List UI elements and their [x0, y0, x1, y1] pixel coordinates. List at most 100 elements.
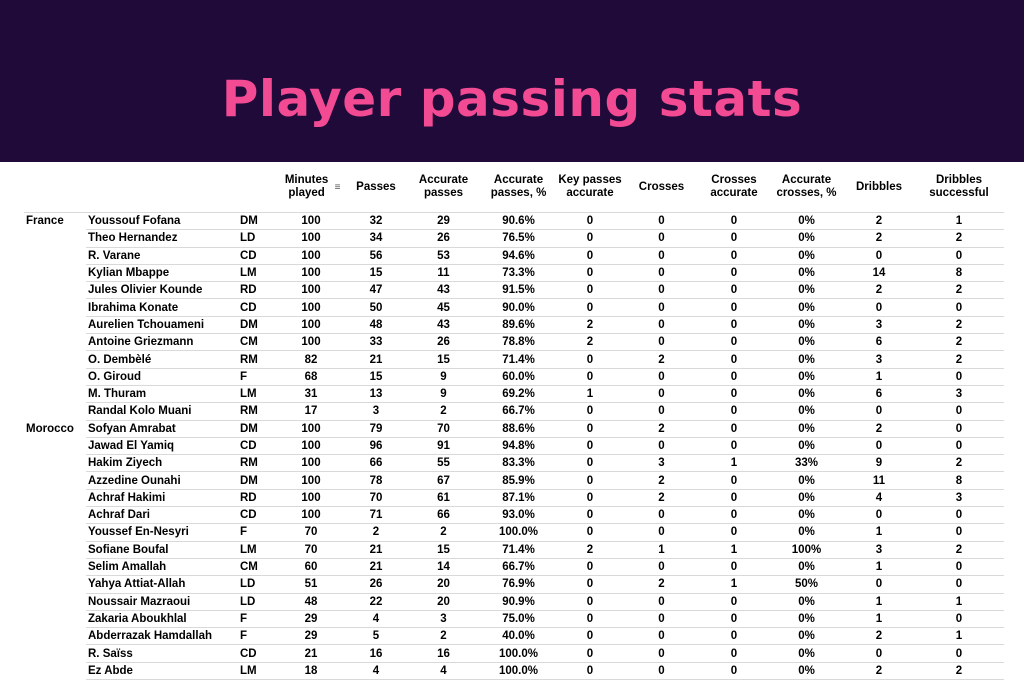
- position-cell: CD: [238, 247, 276, 265]
- key-passes-cell: 0: [556, 281, 624, 300]
- passes-cell: 26: [346, 575, 406, 594]
- accurate-crosses-pct-cell: 0%: [769, 506, 844, 525]
- crosses-accurate-cell: 0: [699, 368, 769, 386]
- passes-cell: 2: [346, 523, 406, 542]
- table-row: Hakim Ziyech RM 100 66 55 83.3% 0 3 1 33% 9 2: [24, 454, 1004, 473]
- accurate-crosses-pct-cell: 0%: [769, 610, 844, 629]
- dribbles-cell: 3: [844, 541, 914, 559]
- minutes-cell: 21: [276, 644, 346, 663]
- accurate-passes-cell: 43: [406, 281, 481, 300]
- minutes-cell: 48: [276, 593, 346, 611]
- minutes-cell: 70: [276, 523, 346, 542]
- accurate-crosses-pct-cell: 0%: [769, 593, 844, 611]
- key-passes-cell: 0: [556, 558, 624, 577]
- player-name-cell: Zakaria Aboukhlal: [86, 610, 238, 629]
- key-passes-cell: 0: [556, 298, 624, 317]
- position-cell: CD: [238, 644, 276, 663]
- team-cell: [24, 230, 86, 247]
- minutes-header[interactable]: Minutes played ≡: [276, 162, 346, 213]
- dribbles-successful-cell: 1: [914, 627, 1004, 646]
- player-name-cell: Youssouf Fofana: [86, 212, 238, 231]
- dribbles-cell: 6: [844, 385, 914, 404]
- dribbles-successful-cell: 0: [914, 523, 1004, 542]
- player-name-cell: R. Varane: [86, 247, 238, 265]
- team-cell: [24, 662, 86, 679]
- team-cell: [24, 489, 86, 506]
- dribbles-successful-cell: 3: [914, 385, 1004, 404]
- dribbles-successful-cell: 8: [914, 471, 1004, 490]
- crosses-cell: 2: [624, 471, 699, 490]
- minutes-cell: 60: [276, 558, 346, 577]
- table-row: France Youssouf Fofana DM 100 32 29 90.6% 0 0 0 0%…: [24, 212, 1004, 231]
- table-row: Yahya Attiat-Allah LD 51 26 20 76.9% 0 2 1 50% 0 0: [24, 575, 1004, 594]
- accurate-crosses-pct-cell: 0%: [769, 368, 844, 386]
- key-passes-cell: 2: [556, 333, 624, 352]
- dribbles-cell: 1: [844, 368, 914, 386]
- accurate-crosses-pct-cell: 0%: [769, 247, 844, 265]
- passes-cell: 15: [346, 368, 406, 386]
- table-row: Abderrazak Hamdallah F 29 5 2 40.0% 0 0 0 0% 2 1: [24, 627, 1004, 646]
- accurate-crosses-pct-cell: 0%: [769, 420, 844, 438]
- position-cell: DM: [238, 316, 276, 335]
- position-cell: RM: [238, 454, 276, 473]
- key-passes-cell: 0: [556, 454, 624, 473]
- player-name-cell: Sofyan Amrabat: [86, 420, 238, 438]
- table-row: Achraf Dari CD 100 71 66 93.0% 0 0 0 0% 0 0: [24, 506, 1004, 525]
- accurate-passes-pct-cell: 60.0%: [481, 368, 556, 386]
- crosses-accurate-cell: 0: [699, 333, 769, 352]
- passes-cell: 16: [346, 644, 406, 663]
- team-cell: [24, 385, 86, 402]
- minutes-cell: 100: [276, 471, 346, 490]
- passes-cell: 33: [346, 333, 406, 352]
- team-cell: [24, 351, 86, 368]
- player-name-cell: Aurelien Tchouameni: [86, 316, 238, 335]
- table-row: Ibrahima Konate CD 100 50 45 90.0% 0 0 0 0% 0 0: [24, 298, 1004, 317]
- team-cell: [24, 524, 86, 541]
- sort-icon[interactable]: ≡: [334, 181, 341, 193]
- crosses-accurate-cell: 1: [699, 575, 769, 594]
- position-cell: F: [238, 523, 276, 542]
- crosses-header: Crosses: [624, 162, 699, 213]
- crosses-accurate-cell: 0: [699, 350, 769, 369]
- position-cell: CM: [238, 558, 276, 577]
- crosses-accurate-cell: 0: [699, 402, 769, 421]
- accurate-passes-cell: 61: [406, 489, 481, 508]
- crosses-cell: 0: [624, 610, 699, 629]
- accurate-passes-pct-cell: 75.0%: [481, 610, 556, 629]
- accurate-passes-cell: 29: [406, 212, 481, 231]
- accurate-passes-pct-cell: 85.9%: [481, 471, 556, 490]
- crosses-accurate-cell: 0: [699, 437, 769, 456]
- accurate-passes-cell: 45: [406, 298, 481, 317]
- key-passes-cell: 0: [556, 212, 624, 231]
- player-name-cell: Antoine Griezmann: [86, 333, 238, 352]
- key-passes-cell: 0: [556, 437, 624, 456]
- table-row: O. Giroud F 68 15 9 60.0% 0 0 0 0% 1 0: [24, 368, 1004, 386]
- accurate-passes-pct-cell: 69.2%: [481, 385, 556, 404]
- accurate-passes-pct-cell: 71.4%: [481, 350, 556, 369]
- crosses-cell: 0: [624, 644, 699, 663]
- dribbles-successful-cell: 1: [914, 593, 1004, 611]
- accurate-passes-cell: 2: [406, 523, 481, 542]
- position-cell: LD: [238, 229, 276, 248]
- crosses-cell: 0: [624, 385, 699, 404]
- player-name-cell: Ez Abde: [86, 662, 238, 681]
- dribbles-successful-cell: 2: [914, 229, 1004, 248]
- crosses-cell: 3: [624, 454, 699, 473]
- key-passes-cell: 0: [556, 523, 624, 542]
- minutes-cell: 100: [276, 316, 346, 335]
- accurate-passes-cell: 70: [406, 420, 481, 438]
- dribbles-successful-cell: 0: [914, 575, 1004, 594]
- passes-cell: 96: [346, 437, 406, 456]
- player-name-cell: Jules Olivier Kounde: [86, 281, 238, 300]
- team-cell: [24, 299, 86, 316]
- accurate-passes-cell: 9: [406, 368, 481, 386]
- passes-cell: 48: [346, 316, 406, 335]
- accurate-passes-pct-cell: 66.7%: [481, 558, 556, 577]
- team-cell: [24, 334, 86, 351]
- accurate-crosses-pct-cell: 0%: [769, 229, 844, 248]
- crosses-accurate-cell: 0: [699, 593, 769, 611]
- passes-cell: 32: [346, 212, 406, 231]
- position-cell: DM: [238, 420, 276, 438]
- passes-cell: 13: [346, 385, 406, 404]
- table-row: Zakaria Aboukhlal F 29 4 3 75.0% 0 0 0 0% 1 0: [24, 610, 1004, 629]
